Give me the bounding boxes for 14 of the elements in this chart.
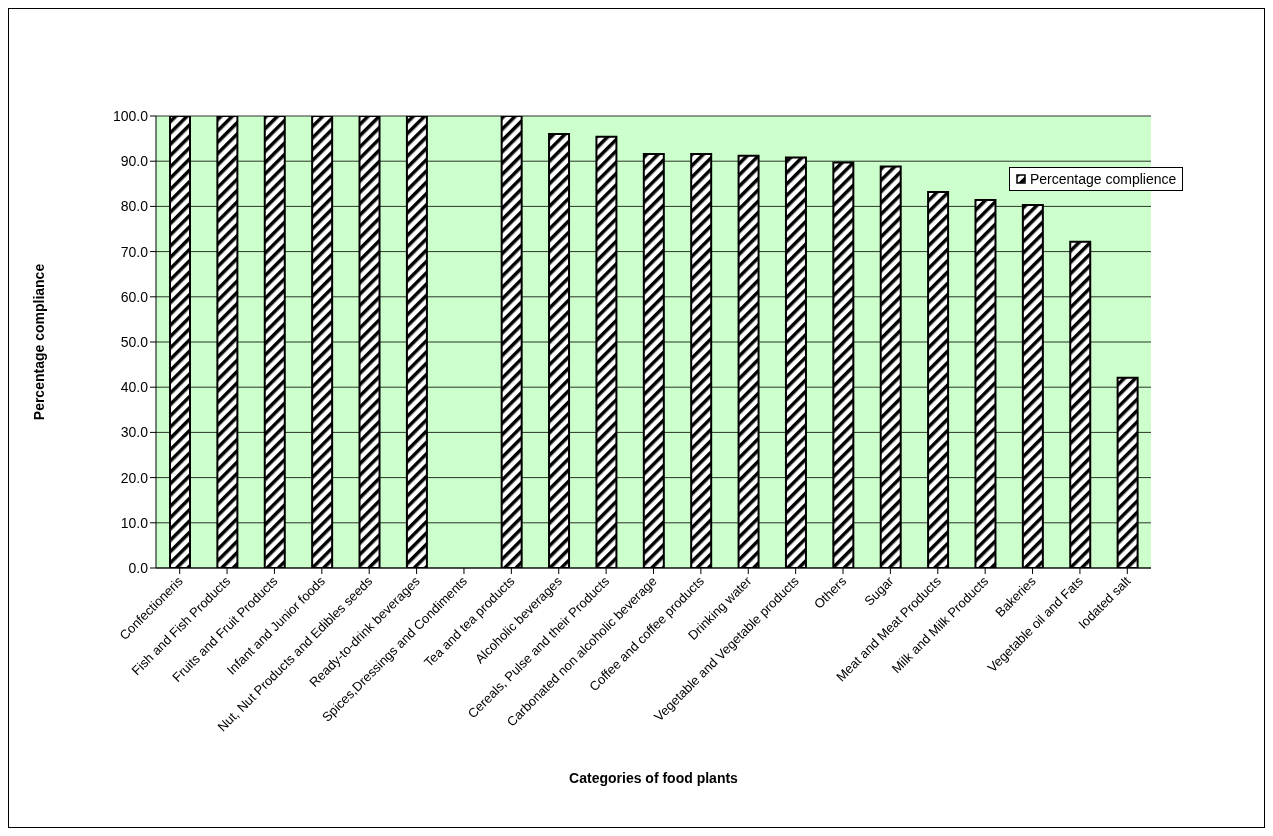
y-tick-label: 20.0 xyxy=(120,469,149,486)
y-tick-label: 70.0 xyxy=(120,243,149,260)
y-tick-label: 50.0 xyxy=(120,333,149,350)
y-tick-label: 0.0 xyxy=(128,559,149,576)
y-tick-label: 40.0 xyxy=(120,379,149,396)
y-tick-label: 30.0 xyxy=(120,424,149,441)
y-tick-label: 10.0 xyxy=(120,514,149,531)
y-tick-label: 80.0 xyxy=(120,198,149,215)
y-tick-label: 100.0 xyxy=(112,107,149,124)
legend-label: Percentage complience xyxy=(1030,171,1177,187)
y-axis-title: Percentage compliance xyxy=(30,263,47,421)
y-tick-label: 90.0 xyxy=(120,153,149,170)
y-tick-label: 60.0 xyxy=(120,288,149,305)
x-axis-title: Categories of food plants xyxy=(569,770,739,786)
